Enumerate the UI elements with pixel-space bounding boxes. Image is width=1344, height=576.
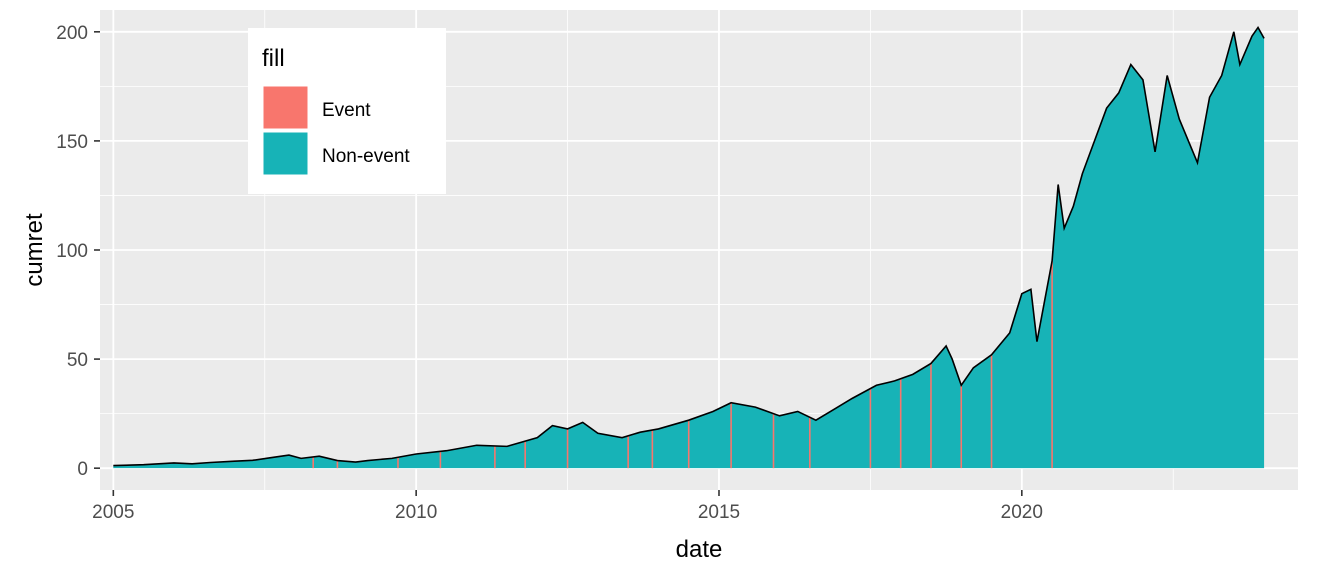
legend-label-event: Event [322, 100, 371, 121]
x-tick-label: 2010 [395, 502, 437, 523]
legend: fill Event Non-event [248, 28, 446, 194]
cumret-outline [113, 25, 1265, 467]
legend-key-event [262, 85, 309, 130]
y-tick-label: 150 [56, 132, 88, 153]
legend-key-non-event [262, 131, 309, 176]
x-axis-ticks: 2005 2010 2015 2020 [92, 490, 1043, 523]
y-tick-label: 100 [56, 241, 88, 262]
area-non-event [113, 27, 1265, 469]
x-tick-label: 2015 [698, 502, 740, 523]
event-markers [312, 260, 1053, 469]
legend-title: fill [262, 45, 285, 72]
x-tick-label: 2005 [92, 502, 134, 523]
area-marks [113, 27, 1265, 469]
y-tick-label: 0 [77, 459, 88, 480]
y-tick-label: 50 [67, 350, 88, 371]
x-axis-title: date [676, 536, 723, 563]
y-axis-title: cumret [21, 213, 48, 287]
y-axis-ticks: 0 50 100 150 200 [56, 23, 100, 480]
x-tick-label: 2020 [1001, 502, 1043, 523]
y-tick-label: 200 [56, 23, 88, 44]
legend-label-non-event: Non-event [322, 146, 410, 167]
